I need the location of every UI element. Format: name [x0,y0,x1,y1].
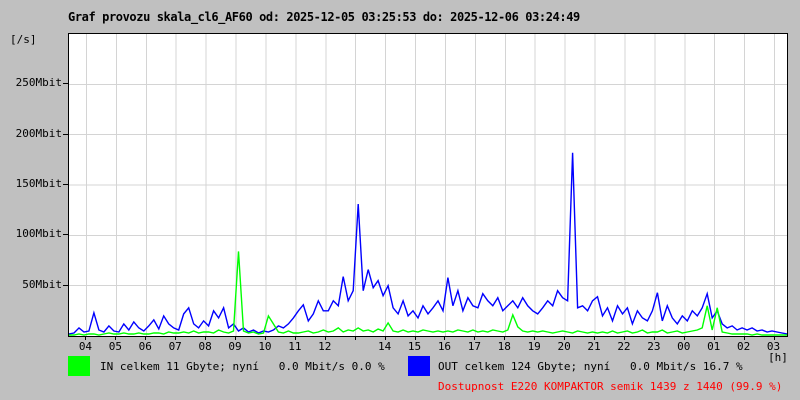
x-tick-label: 04 [78,340,93,353]
x-tick-label: 15 [407,340,422,353]
y-tick-label: 50Mbit [22,277,62,291]
x-tick-label: 21 [587,340,601,353]
x-tick-mark [235,337,237,340]
y-tick-mark [63,234,68,236]
x-tick-label: 14 [377,340,392,353]
legend-in-swatch [68,356,90,376]
x-tick-mark [564,337,566,340]
x-tick-label: 11 [288,340,302,353]
x-tick-label: 19 [527,340,541,353]
plot-area [68,33,788,337]
x-tick-label: 08 [198,340,212,353]
x-tick-mark [444,337,446,340]
legend-in-label: IN celkem 11 Gbyte; nyní 0.0 Mbit/s 0.0 … [100,360,385,373]
x-tick-mark [85,337,87,340]
legend-out-swatch [408,356,430,376]
x-tick-mark [713,337,715,340]
x-tick-label: 22 [617,340,631,353]
y-tick-label: 100Mbit [15,227,62,241]
x-tick-mark [504,337,506,340]
y-tick-label: 200Mbit [15,126,62,140]
y-tick-mark [63,284,68,286]
y-tick-mark [63,184,68,185]
x-tick-mark [773,337,775,340]
y-axis-unit-label: [/s] [10,33,37,46]
x-tick-mark [414,337,416,340]
x-tick-label: 03 [766,340,781,353]
x-tick-label: 16 [437,340,452,353]
x-tick-mark [623,337,625,340]
x-tick-label: 17 [467,340,481,353]
traffic-chart-svg [69,34,787,336]
y-tick-label: 250Mbit [15,76,62,90]
x-tick-mark [743,337,745,340]
x-tick-label: 07 [168,340,182,353]
x-tick-label: 20 [557,340,571,353]
availability-text: Dostupnost E220 KOMPAKTOR semik 1439 z 1… [438,380,783,393]
x-tick-mark [474,337,476,340]
x-tick-mark [384,337,386,340]
x-tick-mark [594,337,596,340]
x-tick-mark [145,337,147,340]
y-tick-mark [63,133,68,135]
page-title: Graf provozu skala_cl6_AF60 od: 2025-12-… [68,10,580,24]
x-tick-mark [115,337,117,340]
x-tick-label: 23 [647,340,661,353]
x-tick-mark [264,337,266,340]
x-tick-label: 00 [677,340,691,353]
x-tick-label: 18 [497,340,511,353]
x-axis-unit-label: [h] [768,351,788,364]
legend-out-label: OUT celkem 124 Gbyte; nyní 0.0 Mbit/s 16… [438,360,743,373]
y-tick-label: 150Mbit [15,177,62,190]
x-tick-label: 05 [108,340,122,353]
x-tick-mark [294,337,296,340]
x-tick-mark [653,337,655,340]
x-tick-mark [205,337,207,340]
x-tick-label: 02 [736,340,751,353]
x-tick-label: 01 [707,340,721,353]
x-tick-label: 06 [138,340,152,353]
y-tick-mark [63,83,68,85]
x-tick-label: 10 [258,340,272,353]
x-tick-label: 09 [228,340,242,353]
x-tick-mark [324,337,326,340]
x-tick-mark [683,337,685,340]
x-tick-mark [175,337,177,340]
x-tick-label: 12 [318,340,332,353]
x-tick-mark [354,337,356,340]
x-tick-mark [534,337,536,340]
